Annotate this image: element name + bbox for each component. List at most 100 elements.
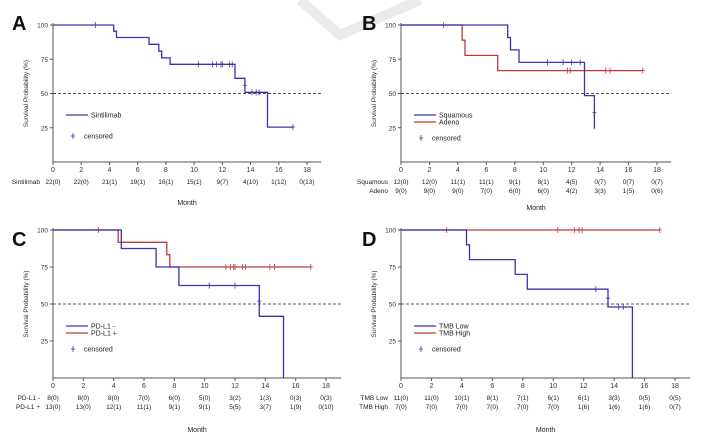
risk-table-cell: 4(2) bbox=[566, 188, 578, 195]
panel-label: B bbox=[362, 13, 376, 35]
x-tick-label: 6 bbox=[484, 167, 488, 174]
x-tick-label: 16 bbox=[641, 383, 649, 390]
y-tick-label: 75 bbox=[41, 265, 49, 272]
x-axis-label: Month bbox=[526, 205, 546, 212]
x-tick-label: 14 bbox=[261, 383, 269, 390]
risk-table-cell: 3(3) bbox=[594, 188, 606, 195]
risk-table-cell: 7(0) bbox=[395, 404, 407, 411]
x-tick-label: 18 bbox=[322, 383, 330, 390]
x-tick-label: 4 bbox=[112, 383, 116, 390]
risk-table-row-label: PD-L1 + bbox=[16, 404, 40, 411]
risk-table-cell: 1(6) bbox=[578, 404, 590, 411]
risk-table-cell: 11(0) bbox=[424, 395, 439, 402]
legend-censored-label: censored bbox=[84, 347, 113, 354]
y-tick-label: 50 bbox=[41, 91, 49, 98]
panel-a: A 25 50 75 100 0 2 4 6 8 10 12 14 16 18 Survival Probab… bbox=[12, 13, 322, 207]
x-tick-label: 4 bbox=[460, 383, 464, 390]
km-curve-pd-l1 bbox=[53, 229, 311, 268]
risk-table-cell: 4(5) bbox=[566, 179, 578, 186]
x-tick-label: 12 bbox=[218, 167, 226, 174]
risk-table-cell: 1(6) bbox=[639, 404, 651, 411]
legend-label: PD-L1 - bbox=[91, 324, 116, 331]
risk-table-cell: 11(0) bbox=[394, 395, 409, 402]
risk-table-cell: 0(10) bbox=[318, 404, 333, 411]
legend-label: TMB Low bbox=[439, 324, 470, 331]
x-tick-label: 10 bbox=[549, 383, 557, 390]
risk-table-cell: 7(0) bbox=[481, 188, 493, 195]
risk-table-cell: 11(1) bbox=[451, 179, 466, 186]
x-tick-label: 14 bbox=[610, 383, 618, 390]
risk-table-cell: 0(7) bbox=[651, 179, 663, 186]
x-tick-label: 2 bbox=[427, 167, 431, 174]
risk-table-cell: 0(7) bbox=[594, 179, 606, 186]
y-tick-label: 25 bbox=[41, 125, 49, 132]
y-tick-label: 75 bbox=[389, 57, 397, 64]
risk-table-cell: 9(1) bbox=[199, 404, 211, 411]
risk-table-cell: 13(0) bbox=[76, 404, 91, 411]
x-tick-label: 0 bbox=[51, 167, 55, 174]
x-tick-label: 8 bbox=[513, 167, 517, 174]
risk-table-cell: 3(7) bbox=[260, 404, 272, 411]
x-axis-label: Month bbox=[536, 427, 556, 434]
x-tick-label: 2 bbox=[81, 383, 85, 390]
x-tick-label: 0 bbox=[399, 167, 403, 174]
risk-table-cell: 0(5) bbox=[639, 395, 651, 402]
risk-table-cell: 3(2) bbox=[229, 395, 241, 402]
legend-label: PD-L1 + bbox=[91, 331, 117, 338]
risk-table-cell: 11(1) bbox=[137, 404, 152, 411]
risk-table-cell: 6(0) bbox=[509, 188, 521, 195]
risk-table-cell: 7(0) bbox=[487, 404, 499, 411]
risk-table-cell: 6(0) bbox=[537, 188, 549, 195]
risk-table-cell: 6(1) bbox=[578, 395, 590, 402]
risk-table-cell: 0(3) bbox=[290, 395, 302, 402]
risk-table-cell: 3(3) bbox=[608, 395, 620, 402]
legend-label: Adeno bbox=[439, 120, 459, 127]
km-curve-squamous bbox=[401, 24, 596, 129]
x-tick-label: 18 bbox=[653, 167, 661, 174]
x-tick-label: 2 bbox=[429, 383, 433, 390]
risk-table-row-label: Sintilimab bbox=[12, 179, 41, 186]
panel-label: D bbox=[362, 229, 376, 251]
risk-table-cell: 9(0) bbox=[395, 188, 407, 195]
risk-table-cell: 9(1) bbox=[509, 179, 521, 186]
risk-table-cell: 0(7) bbox=[669, 404, 681, 411]
y-axis-label: Survival Probability (%) bbox=[23, 270, 30, 337]
risk-table-cell: 22(0) bbox=[45, 179, 60, 186]
risk-table-cell: 22(0) bbox=[74, 179, 89, 186]
panel-d: D 25 50 75 100 0 2 4 6 8 10 12 14 16 18 Survival Probab… bbox=[359, 227, 691, 434]
risk-table-cell: 0(5) bbox=[669, 395, 681, 402]
risk-table-row-label: Squamous bbox=[357, 179, 389, 186]
x-tick-label: 6 bbox=[490, 383, 494, 390]
risk-table-cell: 7(0) bbox=[456, 404, 468, 411]
x-tick-label: 8 bbox=[172, 383, 176, 390]
risk-table-cell: 0(3) bbox=[320, 395, 332, 402]
risk-table-row-label: PD-L1 - bbox=[18, 395, 40, 402]
x-tick-label: 12 bbox=[568, 167, 576, 174]
y-tick-label: 25 bbox=[41, 339, 49, 346]
y-tick-label: 75 bbox=[389, 265, 397, 272]
risk-table-cell: 0(13) bbox=[299, 179, 314, 186]
x-tick-label: 14 bbox=[247, 167, 255, 174]
risk-table-cell: 21(1) bbox=[102, 179, 117, 186]
risk-table-cell: 8(0) bbox=[47, 395, 59, 402]
risk-table-cell: 1(6) bbox=[608, 404, 620, 411]
risk-table-cell: 8(1) bbox=[487, 395, 499, 402]
x-tick-label: 16 bbox=[292, 383, 300, 390]
x-tick-label: 2 bbox=[79, 167, 83, 174]
x-axis-label: Month bbox=[177, 200, 197, 207]
x-tick-label: 4 bbox=[107, 167, 111, 174]
y-tick-label: 100 bbox=[385, 23, 396, 30]
risk-table-cell: 19(1) bbox=[130, 179, 145, 186]
x-tick-label: 16 bbox=[275, 167, 283, 174]
x-tick-label: 0 bbox=[399, 383, 403, 390]
risk-table-cell: 7(0) bbox=[547, 404, 559, 411]
x-tick-label: 6 bbox=[142, 383, 146, 390]
y-tick-label: 25 bbox=[389, 125, 397, 132]
y-tick-label: 100 bbox=[37, 228, 48, 235]
risk-table-cell: 9(7) bbox=[217, 179, 229, 186]
x-tick-label: 10 bbox=[539, 167, 547, 174]
y-tick-label: 50 bbox=[389, 91, 397, 98]
risk-table-cell: 6(1) bbox=[547, 395, 559, 402]
panel-label: C bbox=[12, 229, 26, 251]
risk-table-cell: 13(0) bbox=[45, 404, 60, 411]
